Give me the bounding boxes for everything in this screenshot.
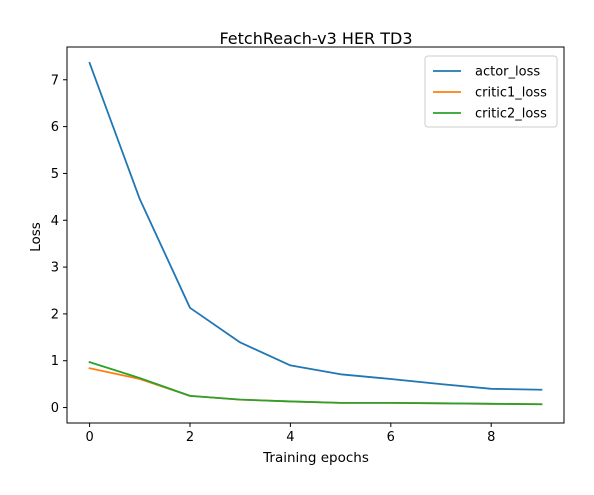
- y-tick-label: 4: [51, 214, 59, 229]
- y-tick-label: 5: [51, 167, 59, 182]
- y-tick-label: 0: [51, 401, 59, 416]
- x-tick-label: 0: [85, 430, 93, 445]
- y-tick-label: 6: [51, 120, 59, 135]
- x-tick-label: 4: [286, 430, 294, 445]
- legend-box: [424, 55, 558, 128]
- legend-label-critic2_loss: critic2_loss: [475, 107, 547, 122]
- y-tick-label: 2: [51, 307, 59, 322]
- x-tick-label: 6: [387, 430, 395, 445]
- chart-title: FetchReach-v3 HER TD3: [219, 29, 412, 48]
- series-lines: [88, 61, 543, 406]
- axes-frame: [66, 46, 565, 424]
- legend-label-actor_loss: actor_loss: [475, 65, 540, 80]
- legend: actor_loss critic1_loss critic2_loss: [424, 55, 558, 128]
- y-axis-label: Loss: [28, 222, 44, 252]
- y-tick-label: 7: [51, 73, 59, 88]
- series-line-actor_loss: [88, 61, 543, 391]
- x-axis-label: Training epochs: [262, 450, 369, 466]
- series-line-critic1_loss: [88, 367, 543, 406]
- x-tick-label: 8: [487, 430, 495, 445]
- series-line-critic2_loss: [88, 361, 543, 406]
- x-tick-label: 2: [186, 430, 194, 445]
- y-tick-label: 3: [51, 261, 59, 276]
- legend-label-critic1_loss: critic1_loss: [475, 86, 547, 101]
- y-tick-label: 1: [51, 354, 59, 369]
- axis-ticks: 0 2 4 6 8 0 1 2 3 4 5 6 7: [51, 73, 496, 445]
